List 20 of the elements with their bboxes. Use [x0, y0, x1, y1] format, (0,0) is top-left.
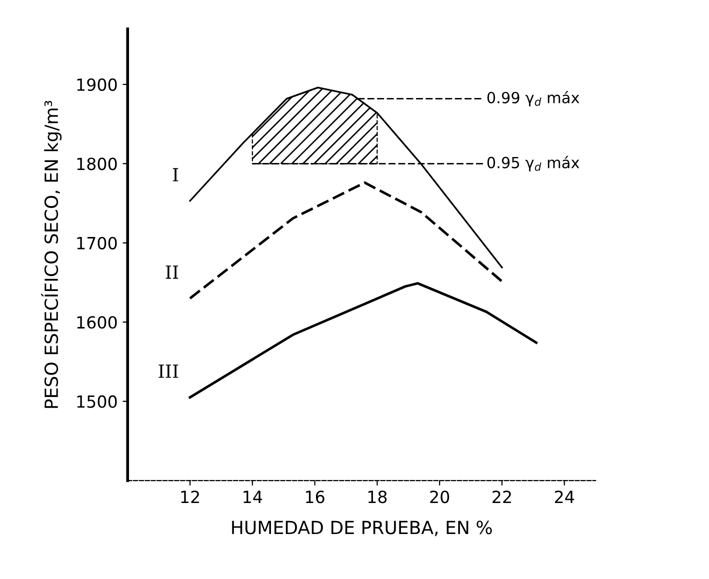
series-label: II: [166, 266, 178, 279]
series-label: III: [158, 364, 178, 378]
x-tick-label: 22: [492, 490, 511, 503]
x-tick-label: 14: [244, 490, 262, 503]
y-tick-label: 1500: [77, 395, 117, 408]
x-axis-title: HUMEDAD DE PRUEBA, EN %: [232, 520, 492, 536]
x-tick-label: 18: [368, 490, 387, 504]
y-tick-label: 1700: [77, 236, 117, 250]
x-tick-label: 24: [554, 490, 574, 503]
x-tick-label: 16: [306, 490, 324, 504]
line-series: [188, 282, 538, 399]
x-tick-label: 12: [181, 490, 199, 503]
ref-line-label: 0.95 γ$_{d}$ máx: [487, 156, 580, 172]
series-label: I: [172, 168, 178, 182]
y-tick-label: 1900: [77, 78, 117, 91]
x-tick-label: 20: [430, 490, 450, 504]
ref-line-label: 0.99 γ$_{d}$ máx: [487, 90, 580, 106]
y-tick-label: 1800: [77, 158, 117, 170]
y-axis-title: PESO ESPECÍFICO SECO, EN kg/m³: [41, 100, 62, 408]
y-tick-label: 1600: [77, 316, 117, 329]
